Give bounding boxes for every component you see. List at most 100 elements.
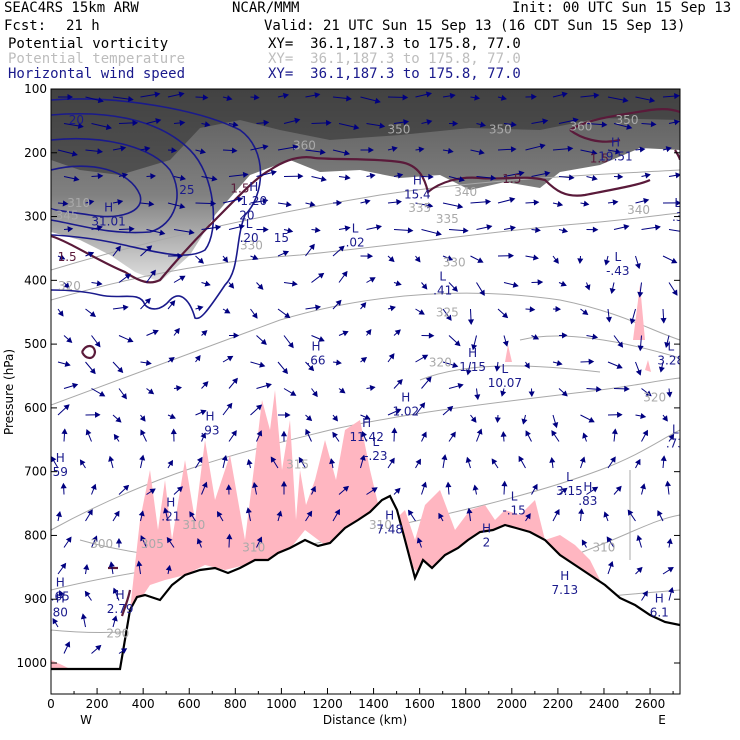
wind-vector-head	[252, 254, 259, 261]
wind-vector-head	[450, 431, 456, 438]
wind-vector-head	[169, 413, 176, 420]
wind-vector-head	[446, 255, 454, 261]
x-tick-label: 1400	[358, 697, 389, 711]
wind-vector-head	[416, 537, 423, 544]
theta-line	[419, 365, 601, 381]
wind-vector-head	[342, 485, 350, 492]
wind-vector-head	[601, 121, 608, 128]
wind-vector-head	[502, 340, 509, 347]
wind-vector-head	[282, 367, 289, 375]
extremum-value: 1.15	[459, 360, 486, 374]
wind-vector-head	[237, 196, 244, 203]
wind-vector-head	[176, 486, 183, 493]
init-time: Init: 00 UTC Sun 15 Sep 13	[512, 0, 732, 16]
wind-vector-head	[71, 150, 78, 157]
pv-contour	[120, 589, 132, 617]
theta-contour-label: 350	[616, 113, 639, 127]
wind-vector-head	[438, 512, 444, 520]
wind-vector-head	[425, 376, 432, 383]
wind-vector-head	[447, 147, 454, 154]
wind-vector-head	[421, 283, 428, 290]
wind-vector-head	[639, 146, 646, 153]
extremum-marker: H	[56, 575, 65, 589]
wind-vector-head	[95, 644, 102, 651]
wind-vector-head	[425, 91, 433, 98]
wind-vector-head	[215, 224, 222, 231]
wind-vector-head	[284, 312, 291, 319]
wind-vector-head	[64, 361, 71, 367]
wind-vector-head	[231, 430, 237, 437]
wind-vector-head	[397, 172, 404, 179]
wind-vector-head	[662, 415, 668, 422]
theta-contour-label: 330	[240, 239, 263, 253]
wind-vector-head	[388, 353, 395, 360]
wind-vector-head	[66, 336, 73, 343]
y-tick-label: 700	[24, 465, 47, 479]
wind-vector-head	[228, 282, 235, 289]
wind-vector-head	[368, 146, 374, 154]
extremum-value: 6.1	[650, 605, 669, 619]
wind-vector-head	[334, 508, 340, 516]
wind-vector-head	[77, 122, 84, 129]
wind-vector-head	[67, 93, 74, 101]
forecast-label: Fcst:	[4, 18, 47, 34]
wind-vector-head	[617, 341, 624, 348]
wind-vector-head	[640, 412, 647, 419]
wind-vector-head	[111, 615, 118, 622]
wind-vector-head	[561, 390, 568, 397]
wind-vector-head	[591, 149, 598, 156]
wind-vector-head	[465, 369, 472, 376]
wind-vector-head	[58, 590, 65, 597]
wind-vector-head	[285, 201, 292, 208]
wind-vector-head	[407, 227, 414, 234]
moisture-fill	[505, 345, 512, 362]
wind-vector-head	[287, 227, 294, 234]
extremum-value: 7.48	[376, 523, 403, 537]
wind-vector-head	[117, 199, 124, 206]
wind-vector-head	[113, 433, 120, 441]
y-axis-title: Pressure (hPa)	[2, 349, 16, 435]
wind-vector-head	[629, 318, 636, 325]
extremum-value: 19.51	[598, 149, 632, 163]
wind-vector-head	[178, 91, 185, 98]
wind-vector-head	[391, 427, 398, 434]
wind-vector-head	[146, 245, 153, 252]
wind-vector-head	[532, 254, 539, 261]
wind-vector-head	[476, 428, 483, 435]
wind-vector-head	[664, 480, 672, 487]
wind-vector-head	[500, 390, 507, 397]
wind-vector-head	[231, 147, 238, 154]
wind-vector-head	[122, 304, 129, 311]
wind-vector-head	[51, 456, 57, 463]
field-name-wind: Horizontal wind speed	[8, 66, 186, 82]
wind-contour-label: 20	[239, 209, 254, 223]
wind-vector-head	[65, 536, 72, 543]
wind-vector-head	[582, 432, 588, 439]
wind-vector-head	[532, 483, 538, 491]
wind-vector-head	[227, 355, 234, 362]
wind-vector-head	[344, 225, 351, 232]
wind-vector-head	[168, 357, 175, 363]
wind-vector-head	[97, 97, 104, 104]
wind-vector-head	[634, 262, 641, 270]
wind-vector-head	[113, 510, 120, 517]
wind-vector-head	[553, 257, 559, 264]
wind-vector-head	[578, 508, 585, 515]
wind-vector-head	[150, 173, 156, 180]
wind-vector-head	[610, 456, 616, 463]
wind-vector-head	[338, 245, 345, 252]
terrain-line	[51, 494, 680, 671]
wind-vector-head	[379, 122, 386, 129]
wind-vector-head	[171, 147, 178, 154]
theta-line	[51, 292, 680, 406]
theta-contour-label: 305	[141, 537, 164, 551]
wind-vector-head	[174, 327, 180, 335]
wind-vector-head	[640, 483, 646, 490]
wind-vector-head	[407, 509, 414, 516]
wind-vector-head	[479, 121, 487, 128]
wind-vector-head	[167, 459, 173, 467]
wind-vector-head	[524, 362, 530, 369]
wind-vector-head	[509, 196, 516, 203]
wind-vector-head	[477, 257, 484, 263]
x-tick-label: 200	[86, 697, 109, 711]
